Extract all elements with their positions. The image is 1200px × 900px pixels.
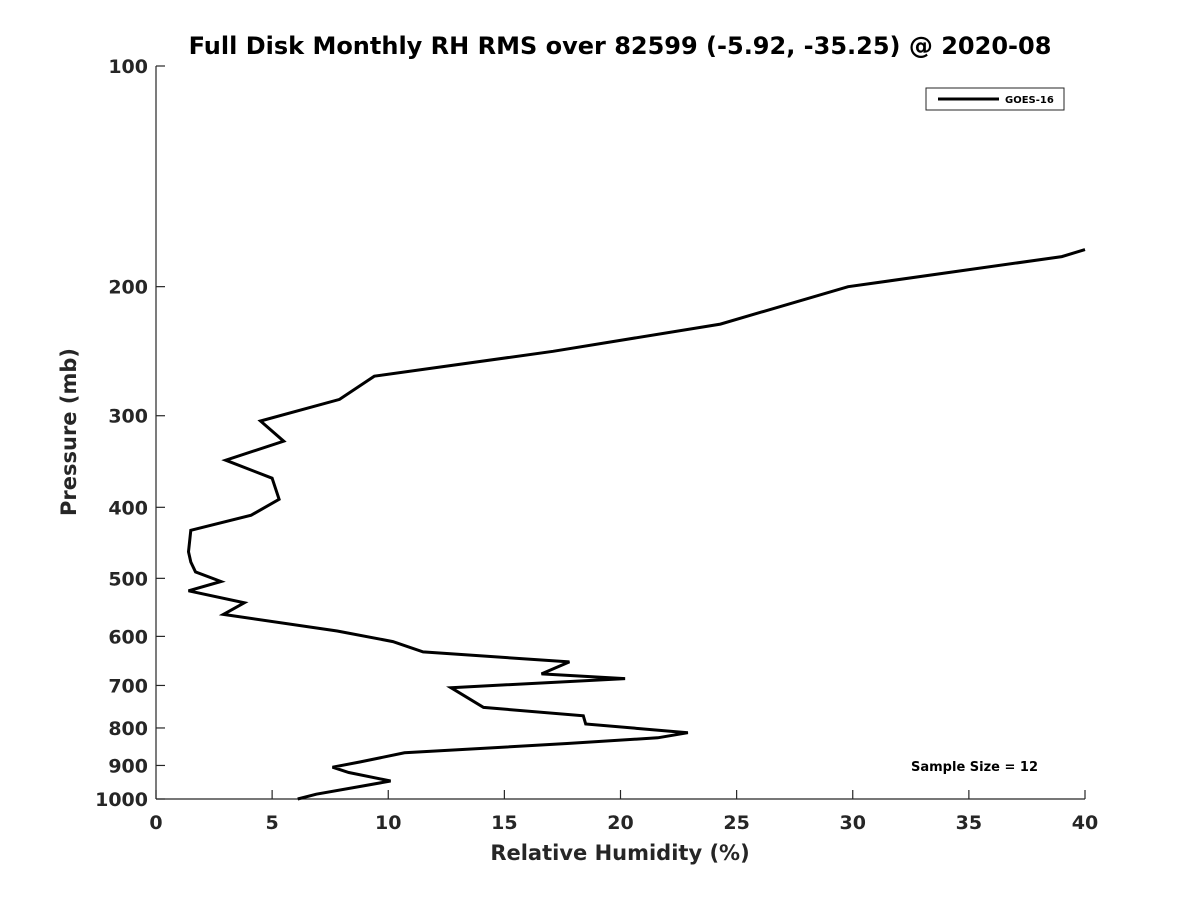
- y-axis-label: Pressure (mb): [57, 348, 81, 516]
- x-tick-label: 10: [375, 812, 401, 834]
- series-line-goes-16: [186, 248, 1086, 801]
- y-tick-label: 100: [108, 56, 148, 78]
- y-tick-label: 200: [108, 277, 148, 299]
- chart-title: Full Disk Monthly RH RMS over 82599 (-5.…: [189, 32, 1052, 60]
- y-tick-label: 1000: [95, 789, 148, 811]
- x-tick-label: 20: [607, 812, 633, 834]
- x-tick-label: 30: [840, 812, 866, 834]
- plot-area: [156, 66, 1085, 799]
- y-tick-label: 800: [108, 718, 148, 740]
- y-tick-label: 500: [108, 568, 148, 590]
- x-axis-label: Relative Humidity (%): [490, 841, 749, 865]
- y-tick-label: 700: [108, 675, 148, 697]
- x-tick-label: 15: [491, 812, 517, 834]
- y-tick-label: 600: [108, 626, 148, 648]
- series-layer: [186, 248, 1086, 801]
- y-axis-ticks: 100 200 300 400 500 600 700 800 900 1000: [95, 56, 165, 811]
- y-tick-label: 300: [108, 406, 148, 428]
- legend-label-goes-16: GOES-16: [1005, 95, 1054, 106]
- y-tick-label: 900: [108, 755, 148, 777]
- x-tick-label: 40: [1072, 812, 1098, 834]
- x-tick-label: 35: [956, 812, 982, 834]
- sample-size-annotation: Sample Size = 12: [911, 760, 1038, 775]
- x-tick-label: 25: [723, 812, 749, 834]
- y-tick-label: 400: [108, 497, 148, 519]
- x-axis-ticks: 0 5 10 15 20 25 30 35 40: [149, 790, 1098, 834]
- legend: GOES-16: [925, 87, 1065, 111]
- x-tick-label: 0: [149, 812, 162, 834]
- x-tick-label: 5: [266, 812, 279, 834]
